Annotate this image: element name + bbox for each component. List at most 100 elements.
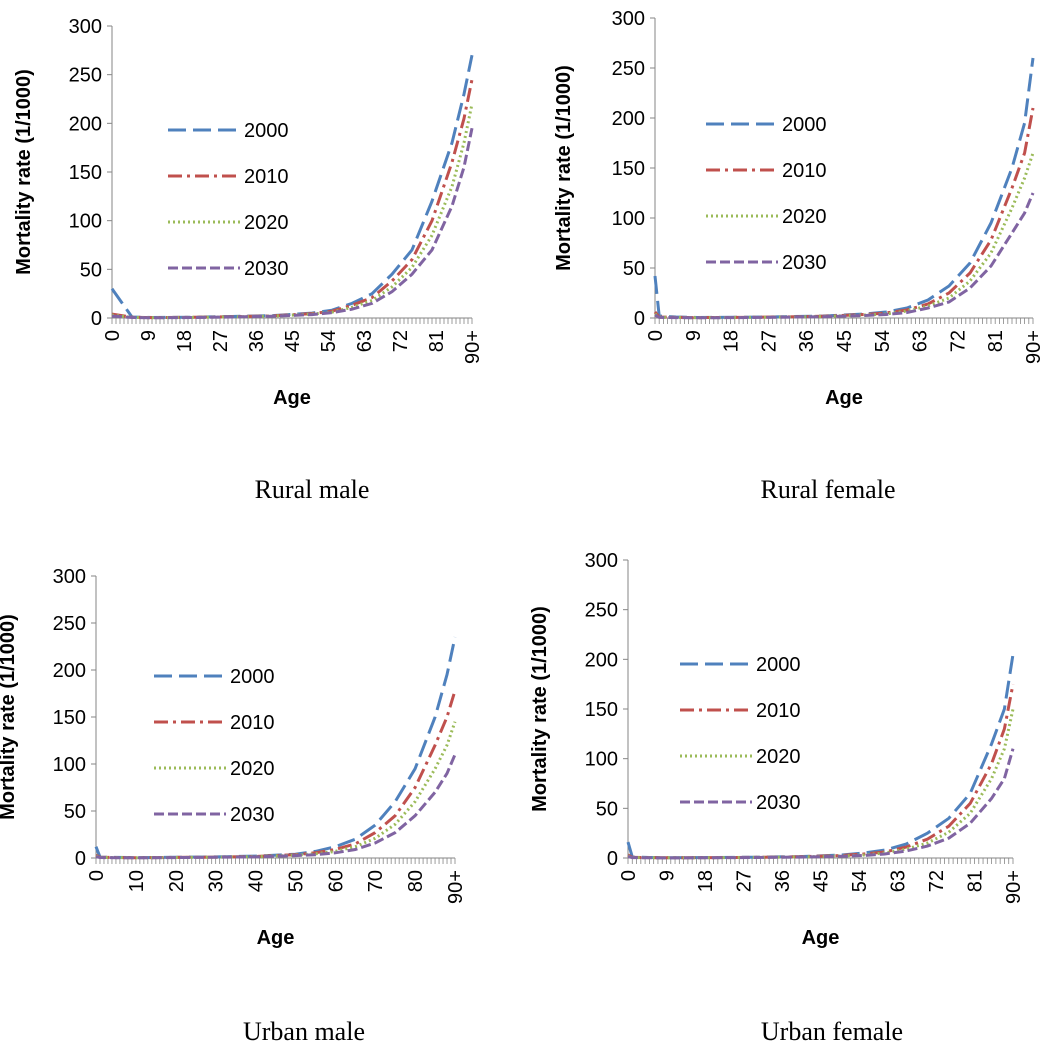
x-tick-label: 63 xyxy=(888,870,910,892)
y-tick-label: 100 xyxy=(69,211,102,233)
chart-caption: Rural female xyxy=(761,475,896,504)
legend-label: 2010 xyxy=(230,712,275,734)
x-tick-label: 54 xyxy=(318,330,340,352)
x-tick-label: 72 xyxy=(390,330,412,352)
x-tick-label: 9 xyxy=(657,870,679,881)
x-tick-label: 54 xyxy=(872,330,894,352)
x-tick-label: 18 xyxy=(721,330,743,352)
legend-label: 2000 xyxy=(230,666,275,688)
x-tick-label: 9 xyxy=(138,330,160,341)
y-tick-label: 100 xyxy=(585,749,618,771)
legend-label: 2020 xyxy=(756,746,801,768)
x-tick-label: 70 xyxy=(365,870,387,892)
x-tick-label: 72 xyxy=(926,870,948,892)
x-tick-label: 36 xyxy=(796,330,818,352)
x-tick-label: 72 xyxy=(947,330,969,352)
y-tick-label: 50 xyxy=(623,258,645,280)
y-tick-label: 0 xyxy=(91,308,102,330)
chart-panel-0: 0 50 100 150 200 250 300 0 9 18 27 36 45 54 63 72 81 90+ 2… xyxy=(13,16,484,504)
series-line-2030 xyxy=(111,127,474,320)
x-tick-label: 45 xyxy=(834,330,856,352)
y-tick-label: 50 xyxy=(64,801,86,823)
x-tick-label: 27 xyxy=(734,870,756,892)
y-tick-label: 150 xyxy=(585,699,618,721)
y-axis-title: Mortality rate (1/1000) xyxy=(0,614,19,820)
y-tick-label: 100 xyxy=(53,754,86,776)
y-tick-label: 50 xyxy=(596,798,618,820)
y-tick-label: 200 xyxy=(585,649,618,671)
series-line-2020 xyxy=(627,708,1015,860)
x-tick-label: 10 xyxy=(126,870,148,892)
x-tick-label: 90+ xyxy=(445,870,467,904)
y-axis-title: Mortality rate (1/1000) xyxy=(553,65,575,271)
y-tick-label: 250 xyxy=(69,65,102,87)
chart-caption: Rural male xyxy=(255,475,370,504)
x-tick-label: 0 xyxy=(102,330,124,341)
x-tick-label: 36 xyxy=(772,870,794,892)
series-line-2000 xyxy=(110,54,474,320)
x-tick-label: 63 xyxy=(910,330,932,352)
legend-label: 2010 xyxy=(782,160,827,182)
x-tick-label: 90+ xyxy=(1023,330,1045,364)
x-axis-title: Age xyxy=(802,927,840,949)
x-tick-label: 45 xyxy=(282,330,304,352)
legend-label: 2030 xyxy=(230,804,275,826)
y-tick-label: 250 xyxy=(53,613,86,635)
chart-panel-3: 0 50 100 150 200 250 300 0 9 18 27 36 45 54 63 72 81 90+ 2… xyxy=(529,550,1025,1046)
x-tick-label: 9 xyxy=(683,330,705,341)
legend-label: 2030 xyxy=(756,792,801,814)
series-line-2030 xyxy=(627,748,1015,860)
x-tick-label: 45 xyxy=(811,870,833,892)
y-tick-label: 250 xyxy=(585,600,618,622)
y-axis-title: Mortality rate (1/1000) xyxy=(529,606,551,812)
x-tick-label: 27 xyxy=(758,330,780,352)
x-axis-title: Age xyxy=(825,387,863,409)
series-line-2000 xyxy=(94,636,457,860)
x-tick-label: 63 xyxy=(354,330,376,352)
x-tick-label: 0 xyxy=(86,870,108,881)
x-tick-label: 0 xyxy=(645,330,667,341)
x-axis-title: Age xyxy=(273,387,311,409)
x-tick-label: 81 xyxy=(426,330,448,352)
y-tick-label: 300 xyxy=(69,16,102,38)
y-tick-label: 150 xyxy=(53,707,86,729)
series-line-2030 xyxy=(95,754,457,860)
x-tick-label: 54 xyxy=(849,870,871,892)
y-tick-label: 0 xyxy=(607,848,618,870)
chart-panel-1: 0 50 100 150 200 250 300 0 9 18 27 36 45 54 63 72 81 90+ 2… xyxy=(553,8,1045,504)
x-tick-label: 90+ xyxy=(1003,870,1025,904)
y-tick-label: 300 xyxy=(612,8,645,30)
x-tick-label: 30 xyxy=(206,870,228,892)
y-tick-label: 150 xyxy=(612,158,645,180)
legend-label: 2000 xyxy=(756,654,801,676)
x-tick-label: 50 xyxy=(285,870,307,892)
chart-caption: Urban female xyxy=(761,1017,903,1046)
x-tick-label: 90+ xyxy=(462,330,484,364)
chart-caption: Urban male xyxy=(243,1017,365,1046)
y-axis-title: Mortality rate (1/1000) xyxy=(13,69,35,275)
x-tick-label: 18 xyxy=(174,330,196,352)
legend-label: 2030 xyxy=(782,252,827,274)
x-tick-label: 81 xyxy=(985,330,1007,352)
y-tick-label: 0 xyxy=(634,308,645,330)
y-tick-label: 50 xyxy=(80,259,102,281)
y-tick-label: 300 xyxy=(585,550,618,572)
series-line-2010 xyxy=(111,79,474,320)
y-tick-label: 200 xyxy=(53,660,86,682)
legend-label: 2010 xyxy=(756,700,801,722)
x-tick-label: 81 xyxy=(965,870,987,892)
legend-label: 2030 xyxy=(244,258,289,280)
x-tick-label: 60 xyxy=(325,870,347,892)
y-tick-label: 250 xyxy=(612,58,645,80)
series-line-2020 xyxy=(111,103,474,320)
series-line-2020 xyxy=(654,152,1035,320)
series-line-2010 xyxy=(95,690,457,860)
x-tick-label: 40 xyxy=(246,870,268,892)
y-tick-label: 200 xyxy=(612,108,645,130)
x-tick-label: 36 xyxy=(246,330,268,352)
y-tick-label: 200 xyxy=(69,113,102,135)
series-line-2000 xyxy=(653,57,1035,320)
x-tick-label: 20 xyxy=(166,870,188,892)
